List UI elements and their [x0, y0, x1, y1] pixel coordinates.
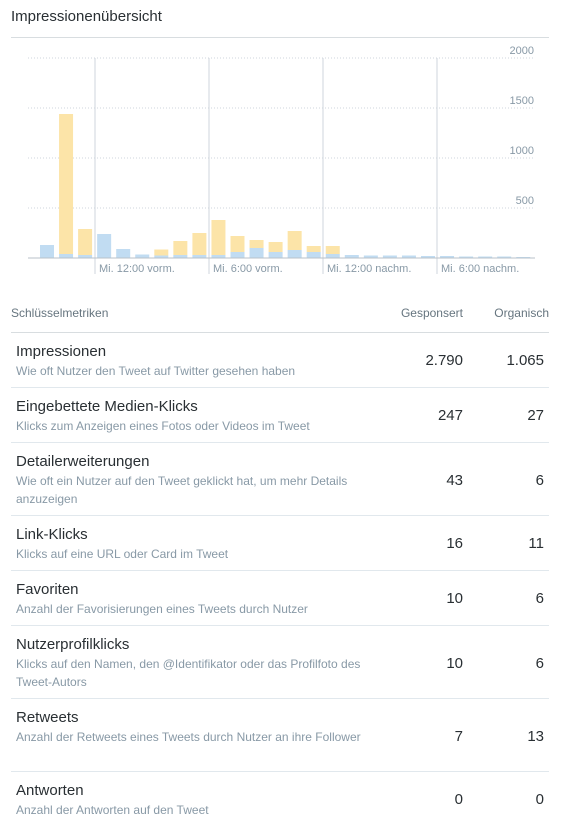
bar-organic	[287, 250, 302, 258]
bar-organic	[306, 252, 321, 258]
metrics-table-header: Schlüsselmetriken Gesponsert Organisch	[11, 302, 549, 332]
header-metrics: Schlüsselmetriken	[11, 306, 109, 320]
metric-description: Anzahl der Antworten auf den Tweet	[16, 803, 209, 817]
bar-organic	[363, 255, 378, 258]
bar-sponsored	[325, 246, 340, 254]
bar-sponsored	[268, 242, 283, 252]
bar-organic	[192, 255, 207, 258]
sponsored-value: 0	[454, 791, 463, 808]
bar-organic	[440, 256, 455, 258]
page-title: Impressionenübersicht	[11, 8, 162, 25]
table-row: Eingebettete Medien-Klicks Klicks zum An…	[11, 388, 549, 443]
metric-name: Detailerweiterungen	[16, 453, 150, 470]
bar-organic	[40, 245, 54, 258]
metric-description: Anzahl der Favorisierungen eines Tweets …	[16, 602, 308, 616]
metric-description: Anzahl der Retweets eines Tweets durch N…	[16, 730, 361, 744]
organic-value: 11	[528, 535, 544, 552]
bar-sponsored	[230, 236, 245, 252]
header-organic: Organisch	[494, 306, 549, 320]
x-tick-label: Mi. 6:00 vorm.	[213, 263, 283, 275]
metric-description: Klicks zum Anzeigen eines Fotos oder Vid…	[16, 419, 310, 433]
metric-name: Antworten	[16, 782, 84, 799]
bar-organic	[459, 256, 474, 258]
title-divider	[11, 37, 549, 38]
bar-sponsored	[287, 231, 302, 250]
table-row: Nutzerprofilklicks Klicks auf den Namen,…	[11, 626, 549, 699]
metric-name: Retweets	[16, 709, 79, 726]
bar-sponsored	[154, 249, 169, 256]
table-row: Impressionen Wie oft Nutzer den Tweet au…	[11, 333, 549, 388]
bar-sponsored	[306, 246, 321, 252]
bar-sponsored	[249, 240, 264, 248]
bar-sponsored	[192, 233, 207, 255]
sponsored-value: 43	[446, 472, 463, 489]
organic-value: 0	[535, 791, 544, 808]
organic-value: 6	[535, 655, 544, 672]
bar-sponsored	[173, 241, 188, 255]
organic-value: 6	[535, 472, 544, 489]
x-tick-label: Mi. 12:00 nachm.	[327, 263, 411, 275]
organic-value: 27	[527, 407, 544, 424]
bar-sponsored	[78, 229, 93, 255]
bar-organic	[382, 255, 397, 258]
bar-organic	[78, 255, 93, 258]
bar-organic	[325, 254, 340, 258]
bar-organic	[154, 255, 169, 258]
metric-description: Klicks auf eine URL oder Card im Tweet	[16, 547, 229, 561]
bar-organic	[97, 234, 112, 258]
metric-description: Klicks auf den Namen, den @Identifikator…	[16, 657, 361, 689]
organic-value: 6	[535, 590, 544, 607]
bar-organic	[401, 255, 416, 258]
organic-value: 1.065	[506, 352, 544, 369]
bar-organic	[211, 255, 226, 258]
bar-organic	[497, 256, 512, 258]
bar-sponsored	[59, 114, 74, 254]
bar-organic	[59, 254, 74, 258]
bar-organic	[249, 248, 264, 258]
table-row: Favoriten Anzahl der Favorisierungen ein…	[11, 571, 549, 626]
bar-organic	[421, 256, 435, 258]
y-tick-label: 2000	[510, 45, 534, 57]
bar-organic	[478, 256, 493, 258]
metrics-table: Impressionen Wie oft Nutzer den Tweet au…	[11, 333, 549, 827]
sponsored-value: 247	[437, 407, 463, 424]
header-sponsored: Gesponsert	[400, 306, 463, 320]
bar-organic	[173, 255, 188, 258]
y-tick-label: 1500	[510, 95, 534, 107]
table-row: Antworten Anzahl der Antworten auf den T…	[11, 772, 549, 827]
table-header-divider	[11, 332, 549, 333]
metric-name: Eingebettete Medien-Klicks	[16, 398, 198, 415]
metric-description: Wie oft Nutzer den Tweet auf Twitter ges…	[16, 364, 296, 378]
bar-organic	[344, 255, 359, 258]
sponsored-value: 16	[446, 535, 463, 552]
table-row: Link-Klicks Klicks auf eine URL oder Car…	[11, 516, 549, 571]
y-tick-label: 500	[516, 195, 534, 207]
metric-name: Link-Klicks	[16, 526, 88, 543]
sponsored-value: 10	[446, 655, 463, 672]
metric-name: Impressionen	[16, 343, 107, 360]
metric-description: Wie oft ein Nutzer auf den Tweet geklick…	[16, 474, 348, 506]
bar-sponsored	[211, 220, 226, 255]
bar-organic	[268, 252, 283, 258]
x-tick-label: Mi. 6:00 nachm.	[441, 263, 519, 275]
bar-organic	[230, 252, 245, 258]
organic-value: 13	[527, 728, 544, 745]
y-tick-label: 1000	[510, 145, 534, 157]
metric-name: Nutzerprofilklicks	[16, 636, 130, 653]
sponsored-value: 10	[446, 590, 463, 607]
table-row: Retweets Anzahl der Retweets eines Tweet…	[11, 699, 549, 772]
table-row: Detailerweiterungen Wie oft ein Nutzer a…	[11, 443, 549, 516]
bar-organic	[116, 249, 131, 258]
metric-name: Favoriten	[16, 581, 79, 598]
bar-organic	[135, 254, 150, 258]
impressions-chart: 2000 1500 1000 500 Mi. 12:00 vorm. Mi. 6:00 v…	[28, 45, 535, 275]
sponsored-value: 2.790	[425, 352, 463, 369]
x-tick-label: Mi. 12:00 vorm.	[99, 263, 175, 275]
sponsored-value: 7	[454, 728, 463, 745]
